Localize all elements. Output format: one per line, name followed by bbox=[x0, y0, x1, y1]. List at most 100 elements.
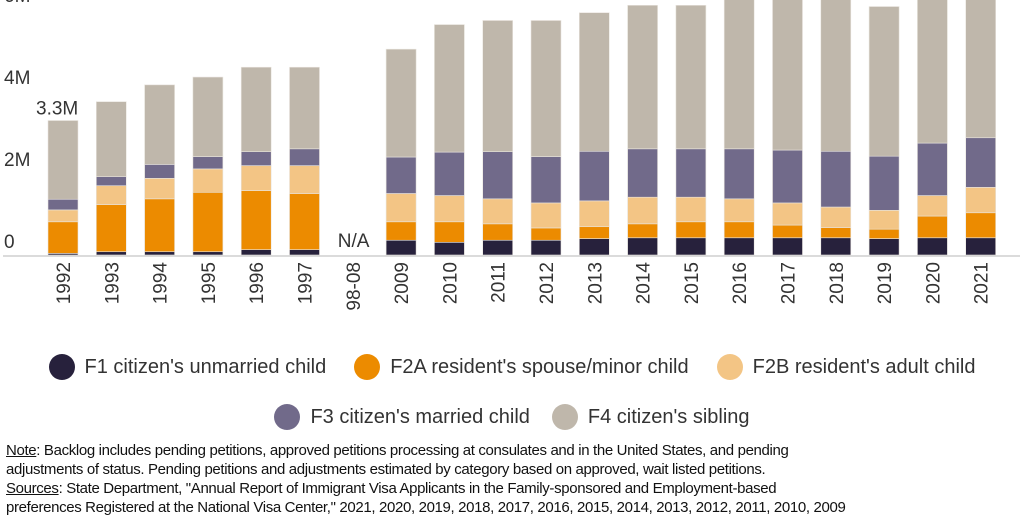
bar-segment bbox=[47, 198, 79, 211]
bar-segment bbox=[289, 148, 320, 166]
bar-segment bbox=[482, 239, 514, 256]
sources-label: Sources bbox=[6, 480, 59, 497]
legend-item: F2B resident's adult child bbox=[716, 354, 976, 380]
legend-item: F1 citizen's unmarried child bbox=[48, 354, 327, 380]
note-label: Note bbox=[6, 442, 37, 459]
y-tick-label: 0 bbox=[4, 232, 15, 253]
bar-segment bbox=[965, 0, 997, 139]
bar-segment bbox=[482, 223, 514, 241]
bar-segment bbox=[47, 221, 79, 254]
bar-segment bbox=[530, 20, 562, 157]
bar-segment bbox=[965, 237, 997, 256]
legend-label: F2A resident's spouse/minor child bbox=[390, 355, 689, 378]
legend-label: F2B resident's adult child bbox=[752, 355, 976, 378]
note-text-2: adjustments of status. Pending petitions… bbox=[6, 461, 766, 478]
x-tick-label: 2016 bbox=[730, 262, 751, 304]
x-tick-label: 98-08 bbox=[344, 262, 365, 311]
legend-row-2: F3 citizen's married child F4 citizen's s… bbox=[0, 404, 1024, 430]
note-text: : Backlog includes pending petitions, ap… bbox=[36, 442, 789, 459]
bar-segment bbox=[434, 221, 465, 243]
bar-segment bbox=[627, 196, 658, 225]
bar-segment bbox=[192, 168, 224, 193]
bar-annotation: 3.3M bbox=[36, 99, 78, 120]
bar-segment bbox=[578, 226, 610, 239]
bar-segment bbox=[96, 204, 127, 253]
legend-item: F3 citizen's married child bbox=[274, 404, 530, 430]
x-tick-label: 2010 bbox=[440, 262, 461, 304]
bar-segment bbox=[144, 164, 175, 179]
bar-segment bbox=[144, 198, 175, 253]
bar-segment bbox=[47, 120, 79, 200]
bar-segment bbox=[289, 165, 320, 194]
bar-segment bbox=[578, 238, 610, 256]
bar-segment bbox=[96, 185, 127, 205]
bar-segment bbox=[627, 148, 658, 198]
legend-label: F4 citizen's sibling bbox=[587, 405, 750, 428]
bar-segment bbox=[772, 0, 803, 151]
bar-segment bbox=[578, 200, 610, 228]
bar-segment bbox=[578, 12, 610, 152]
bar-segment bbox=[772, 237, 803, 256]
bar-segment bbox=[192, 156, 224, 170]
sources-text-2: preferences Registered at the National V… bbox=[6, 499, 846, 516]
legend-swatch-icon bbox=[354, 354, 381, 380]
x-tick-label: 2012 bbox=[537, 262, 558, 304]
bar-segment bbox=[723, 0, 755, 150]
y-tick-label: 6M bbox=[4, 0, 30, 7]
bar-segment bbox=[675, 221, 707, 239]
bar-segment bbox=[289, 66, 320, 150]
bar-segment bbox=[820, 206, 852, 228]
footnotes: Note: Backlog includes pending petitions… bbox=[6, 441, 1024, 517]
bar-segment bbox=[917, 0, 948, 144]
bar-segment bbox=[240, 151, 272, 166]
sources-text: : State Department, "Annual Report of Im… bbox=[58, 480, 777, 497]
bar-segment bbox=[820, 227, 852, 239]
legend-label: F1 citizen's unmarried child bbox=[84, 355, 327, 378]
bar-segment bbox=[627, 223, 658, 239]
bar-segment bbox=[385, 221, 417, 241]
bar-segment bbox=[965, 212, 997, 239]
bar-segment bbox=[772, 149, 803, 204]
x-tick-label: 2014 bbox=[634, 262, 655, 305]
y-tick-label: 2M bbox=[4, 150, 30, 171]
legend-swatch-icon bbox=[716, 354, 743, 380]
x-tick-label: 2018 bbox=[827, 262, 848, 304]
bar-segment bbox=[772, 224, 803, 239]
x-tick-label: 1992 bbox=[54, 262, 75, 304]
bar-segment bbox=[434, 241, 465, 256]
bar-segment bbox=[868, 238, 900, 256]
bar-segment bbox=[820, 237, 852, 256]
bar-segment bbox=[820, 150, 852, 208]
x-tick-label: 2020 bbox=[923, 262, 944, 304]
x-tick-label: 2011 bbox=[489, 262, 510, 303]
x-tick-label: 2021 bbox=[972, 262, 993, 304]
bar-segment bbox=[530, 239, 562, 256]
bar-segment bbox=[192, 76, 224, 157]
bar-segment bbox=[627, 5, 658, 150]
bar-segment bbox=[192, 251, 224, 256]
bar-segment bbox=[868, 6, 900, 157]
bar-segment bbox=[482, 151, 514, 200]
bar-segment bbox=[240, 66, 272, 152]
bar-segment bbox=[144, 84, 175, 165]
bar-segment bbox=[289, 193, 320, 250]
bar-segment bbox=[675, 237, 707, 256]
bar-segment bbox=[772, 202, 803, 226]
bar-segment bbox=[675, 5, 707, 150]
bar-segment bbox=[434, 195, 465, 223]
legend-label: F3 citizen's married child bbox=[310, 405, 530, 428]
bar-segment bbox=[675, 196, 707, 223]
legend-swatch-icon bbox=[551, 404, 578, 430]
bar-segment bbox=[868, 210, 900, 230]
bar-segment bbox=[723, 221, 755, 239]
bar-segment bbox=[917, 142, 948, 196]
bar-segment bbox=[47, 209, 79, 223]
bar-segment bbox=[385, 193, 417, 223]
bar-segment bbox=[723, 148, 755, 200]
bar-segment bbox=[578, 150, 610, 202]
bar-segment bbox=[385, 48, 417, 158]
legend-swatch-icon bbox=[48, 354, 75, 380]
legend-row-1: F1 citizen's unmarried child F2A resident… bbox=[0, 354, 1024, 380]
bar-segment bbox=[144, 178, 175, 200]
bar-segment bbox=[723, 198, 755, 223]
